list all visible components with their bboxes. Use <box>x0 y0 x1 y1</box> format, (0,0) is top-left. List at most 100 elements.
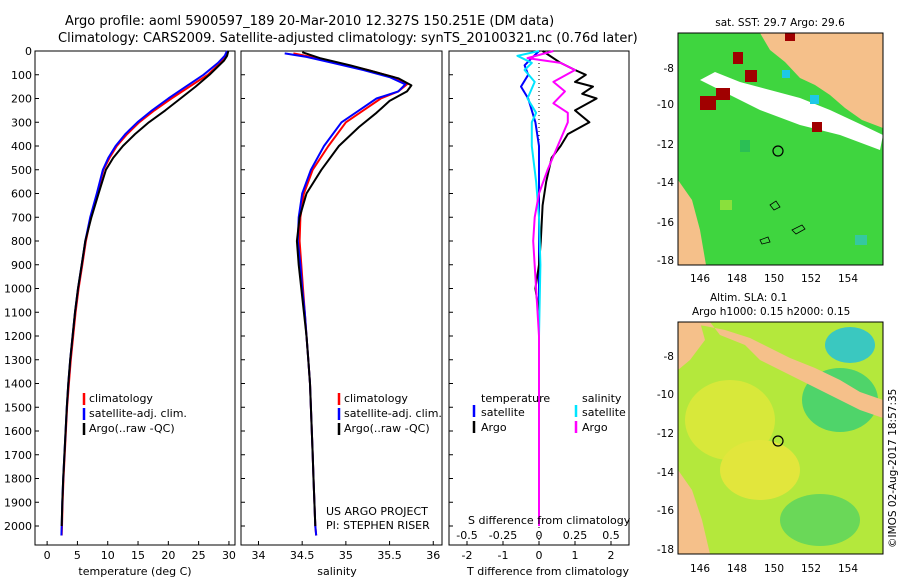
sst-map-frame <box>677 32 884 266</box>
sla-map-subtitle: Argo h1000: 0.15 h2000: 0.15 <box>692 306 850 318</box>
sla-map-title: Altim. SLA: 0.1 <box>710 292 787 304</box>
series-line <box>60 50 230 527</box>
svg-text:-16: -16 <box>657 505 674 517</box>
svg-text:154: 154 <box>838 563 858 575</box>
credit-label: ©IMOS 02-Aug-2017 18:57:35 <box>887 389 899 548</box>
salinity-xlabel: salinity <box>317 565 357 578</box>
y-tick-label: 1300 <box>4 354 32 367</box>
legend-salinity-title: salinity <box>582 392 622 405</box>
series-line <box>526 50 576 526</box>
sla-land-corner <box>678 322 705 370</box>
sla-low-anomaly <box>780 494 860 546</box>
svg-text:-18: -18 <box>657 544 674 556</box>
sst-white-band <box>700 72 883 150</box>
sla-map-xticks: 146 148 150 152 154 <box>690 563 858 575</box>
legend-temperature-title: temperature <box>481 392 550 405</box>
difference-legend: temperature satellite Argo salinity sate… <box>468 392 631 527</box>
x-tick-label: 2 <box>608 549 615 562</box>
x-tick-label: 5 <box>74 549 81 562</box>
sla-map-frame <box>677 321 884 555</box>
temperature-panel: 0100200300400500600700800900100011001200… <box>4 45 236 562</box>
x-tick-label: 15 <box>131 549 145 562</box>
svg-text:150: 150 <box>764 563 784 575</box>
svg-text:-12: -12 <box>657 139 674 151</box>
x-tick-label: 25 <box>192 549 206 562</box>
salinity-legend: climatology satellite-adj. clim. Argo(..… <box>326 392 442 532</box>
sst-land-west <box>678 180 706 265</box>
y-tick-label: 1700 <box>4 449 32 462</box>
svg-text:-18: -18 <box>657 255 674 267</box>
plot-frame <box>240 50 443 546</box>
svg-text:146: 146 <box>690 273 710 285</box>
y-tick-label: 1500 <box>4 401 32 414</box>
y-tick-label: 900 <box>11 259 32 272</box>
legend-satellite-adj: satellite-adj. clim. <box>89 407 187 420</box>
y-tick-label: 700 <box>11 211 32 224</box>
x-tick-label: 30 <box>222 549 236 562</box>
x-tick-label: -2 <box>462 549 473 562</box>
s-tick-label: 0.25 <box>563 529 588 542</box>
title-line-2: Climatology: CARS2009. Satellite-adjuste… <box>58 31 638 46</box>
y-tick-label: 1000 <box>4 283 32 296</box>
svg-text:-8: -8 <box>664 63 674 75</box>
y-tick-label: 800 <box>11 235 32 248</box>
salinity-panel: 34 34.5 35 35.5 36 <box>240 50 443 562</box>
x-tick-label: 34.5 <box>290 549 315 562</box>
legend-climatology: climatology <box>89 392 153 405</box>
legend-argo: Argo(..raw -QC) <box>344 422 430 435</box>
sla-map: Altim. SLA: 0.1 Argo h1000: 0.15 h2000: … <box>657 292 884 575</box>
sst-islands <box>759 200 806 245</box>
sla-land-west <box>678 470 710 554</box>
svg-text:154: 154 <box>838 273 858 285</box>
temperature-xlabel: temperature (deg C) <box>78 565 191 578</box>
y-tick-label: 400 <box>11 140 32 153</box>
svg-text:152: 152 <box>801 273 821 285</box>
y-tick-label: 300 <box>11 116 32 129</box>
sla-low-anomaly <box>825 327 875 363</box>
sst-map-yticks: -8 -10 -12 -14 -16 -18 <box>657 63 674 267</box>
sla-land-north <box>678 322 883 418</box>
x-tick-label: 35 <box>339 549 353 562</box>
x-tick-label: 1 <box>572 549 579 562</box>
sla-map-yticks: -8 -10 -12 -14 -16 -18 <box>657 351 674 556</box>
sla-high-anomaly <box>720 440 800 500</box>
legend-t-argo: Argo <box>481 421 507 434</box>
x-tick-label: -1 <box>498 549 509 562</box>
sst-map-xticks: 146 148 150 152 154 <box>690 273 858 285</box>
y-tick-label: 0 <box>25 45 32 58</box>
sst-cool-pixel <box>782 70 790 78</box>
sst-land-north <box>678 33 883 128</box>
y-tick-label: 500 <box>11 164 32 177</box>
difference-xlabel: T difference from climatology <box>466 565 629 578</box>
series-line <box>516 50 542 526</box>
legend-argo: Argo(..raw -QC) <box>89 422 175 435</box>
sst-argo-location <box>772 145 784 157</box>
svg-text:150: 150 <box>764 273 784 285</box>
svg-text:-14: -14 <box>657 177 674 189</box>
svg-text:146: 146 <box>690 563 710 575</box>
sst-warm-pixel <box>720 200 732 210</box>
sla-argo-location <box>772 435 784 447</box>
svg-text:148: 148 <box>727 273 747 285</box>
x-tick-label: 36 <box>426 549 440 562</box>
x-tick-label: 0 <box>536 549 543 562</box>
y-tick-label: 1800 <box>4 473 32 486</box>
svg-text:-16: -16 <box>657 217 674 229</box>
legend-t-satellite: satellite <box>481 406 525 419</box>
sst-warm-pixel <box>700 96 716 110</box>
y-tick-label: 200 <box>11 93 32 106</box>
x-tick-label: 35.5 <box>377 549 402 562</box>
y-tick-label: 1400 <box>4 378 32 391</box>
y-tick-label: 100 <box>11 69 32 82</box>
svg-text:-10: -10 <box>657 389 674 401</box>
x-tick-label: 34 <box>251 549 265 562</box>
y-tick-label: 1100 <box>4 306 32 319</box>
y-tick-label: 1200 <box>4 330 32 343</box>
sst-map-title: sat. SST: 29.7 Argo: 29.6 <box>715 17 845 29</box>
x-tick-label: 10 <box>101 549 115 562</box>
series-line <box>295 51 413 527</box>
svg-text:-10: -10 <box>657 99 674 111</box>
sst-cool-pixel <box>740 140 750 152</box>
